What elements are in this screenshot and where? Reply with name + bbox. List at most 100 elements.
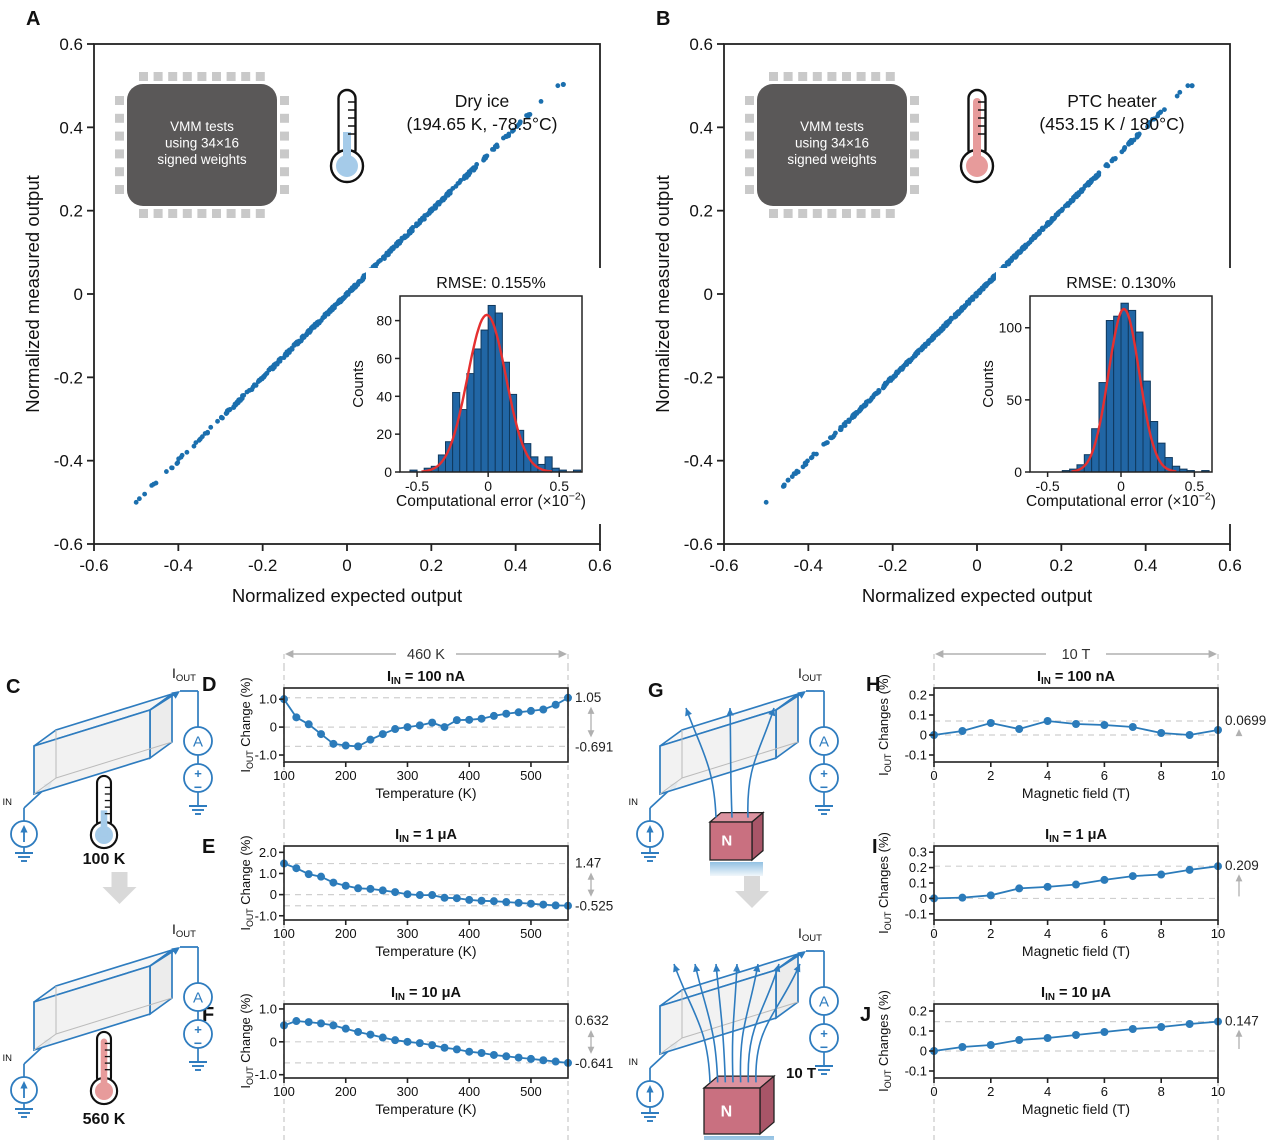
svg-text:using 34×16: using 34×16 [795, 136, 869, 151]
svg-text:-0.525: -0.525 [575, 899, 613, 914]
scatter-points [763, 83, 1195, 505]
svg-text:0.1: 0.1 [909, 1024, 927, 1039]
svg-text:Dry ice: Dry ice [455, 91, 509, 111]
svg-text:10: 10 [1211, 1084, 1225, 1099]
svg-text:200: 200 [335, 768, 357, 783]
svg-text:+: + [820, 1026, 828, 1041]
svg-text:0.5: 0.5 [550, 478, 570, 494]
svg-text:0: 0 [920, 891, 927, 906]
svg-text:Computational error (×10−2): Computational error (×10−2) [396, 490, 586, 510]
svg-text:Counts: Counts [350, 360, 367, 408]
thermometer-cold-icon [89, 774, 119, 850]
svg-text:-0.5: -0.5 [405, 478, 429, 494]
annotation: 0.632 -0.641 [575, 1013, 613, 1071]
svg-text:300: 300 [397, 926, 419, 941]
field-lines [685, 707, 776, 818]
svg-text:0: 0 [270, 720, 277, 735]
svg-text:0.209: 0.209 [1225, 858, 1259, 873]
svg-text:0: 0 [1117, 478, 1125, 494]
svg-text:-0.4: -0.4 [54, 452, 83, 471]
svg-text:2: 2 [987, 926, 994, 941]
svg-text:−: − [194, 1035, 202, 1051]
svg-text:IOUT Changes (%): IOUT Changes (%) [876, 832, 893, 934]
svg-text:10 T: 10 T [786, 1065, 816, 1082]
svg-text:0.2: 0.2 [59, 202, 83, 221]
svg-text:100: 100 [999, 320, 1023, 336]
svg-text:signed weights: signed weights [787, 152, 877, 167]
svg-text:-0.6: -0.6 [79, 556, 108, 575]
svg-text:0.147: 0.147 [1225, 1014, 1259, 1029]
magnetic-circuit-diagrams: IINIOUTA+−NIINIOUTA+−N10 T [628, 650, 876, 1140]
svg-text:4: 4 [1044, 768, 1051, 783]
master-slave-cell [33, 948, 173, 1052]
svg-text:8: 8 [1158, 926, 1165, 941]
svg-text:(453.15 K / 180°C): (453.15 K / 180°C) [1039, 114, 1184, 134]
svg-text:IIN = 100 nA: IIN = 100 nA [387, 669, 465, 687]
svg-text:0: 0 [930, 926, 937, 941]
svg-text:460 K: 460 K [407, 647, 445, 663]
scatter-panel-dry-ice: -0.6 -0.4 -0.2 0 0.2 0.4 0.6 -0.6 -0.4 -0.2 0 0.2 0.… [22, 4, 637, 634]
svg-text:IOUT Change (%): IOUT Change (%) [238, 677, 255, 772]
ground-icon [15, 847, 33, 862]
svg-text:IOUT Change (%): IOUT Change (%) [238, 993, 255, 1088]
svg-text:0: 0 [270, 887, 277, 902]
ground-icon [641, 1107, 659, 1122]
svg-text:IIN = 1 μA: IIN = 1 μA [395, 827, 457, 845]
svg-text:-0.4: -0.4 [794, 556, 823, 575]
thermometer-hot-icon [89, 1030, 119, 1106]
svg-text:2: 2 [987, 768, 994, 783]
master-slave-cell [659, 952, 799, 1056]
svg-text:0.2: 0.2 [909, 860, 927, 875]
svg-text:10: 10 [1211, 926, 1225, 941]
panel-letter-I: I [872, 836, 878, 858]
svg-text:−: − [194, 779, 202, 795]
field-lines [673, 963, 801, 1083]
svg-text:0: 0 [270, 1034, 277, 1049]
annotation: 1.05 -0.691 [575, 690, 613, 755]
svg-text:signed weights: signed weights [157, 152, 247, 167]
temperature-sweep-charts: 460 K 100 200 300 400 500 -1.0 0 1.0 IIN = 100 nA… [238, 640, 630, 1140]
line-chart-F: 100 200 300 400 500 -1.0 0 1.0 IIN = 10 μA Temper… [238, 982, 613, 1140]
svg-text:0: 0 [972, 556, 981, 575]
svg-text:0: 0 [920, 728, 927, 743]
svg-text:-0.2: -0.2 [684, 368, 713, 387]
svg-text:Computational error (×10−2): Computational error (×10−2) [1026, 490, 1216, 510]
svg-text:0.5: 0.5 [1185, 478, 1205, 494]
svg-text:A: A [819, 734, 829, 751]
svg-text:1.0: 1.0 [259, 692, 277, 707]
panel-letter-A: A [26, 8, 41, 30]
svg-text:0: 0 [920, 1044, 927, 1059]
ground-icon [815, 800, 833, 815]
magnetic-circuit-bottom: IIN IOUT A +− N 10 T [628, 925, 839, 1140]
svg-text:IIN = 10 μA: IIN = 10 μA [1041, 985, 1111, 1003]
svg-text:IOUT: IOUT [172, 665, 196, 684]
svg-text:(194.65 K, -78.5°C): (194.65 K, -78.5°C) [407, 114, 558, 134]
svg-text:-0.6: -0.6 [709, 556, 738, 575]
svg-text:8: 8 [1158, 768, 1165, 783]
svg-text:+: + [820, 766, 828, 781]
ground-icon [189, 1056, 207, 1071]
svg-text:400: 400 [458, 1084, 480, 1099]
svg-text:-0.1: -0.1 [905, 1064, 927, 1079]
magnet-icon: N [702, 1074, 776, 1140]
svg-text:Normalized measured output: Normalized measured output [652, 175, 673, 413]
annotation: 0.147 [1225, 1014, 1259, 1049]
panel-letter-C: C [6, 676, 21, 698]
svg-text:0.4: 0.4 [59, 118, 83, 137]
svg-text:0.4: 0.4 [504, 556, 528, 575]
magnet-icon: N [708, 811, 765, 876]
svg-text:50: 50 [1006, 392, 1022, 408]
svg-text:1.05: 1.05 [575, 690, 601, 705]
svg-text:4: 4 [1044, 1084, 1051, 1099]
svg-text:-0.2: -0.2 [878, 556, 907, 575]
svg-text:0.0699: 0.0699 [1225, 713, 1266, 728]
svg-text:IOUT Changes (%): IOUT Changes (%) [876, 990, 893, 1092]
current-source-icon [10, 820, 38, 848]
svg-text:-0.6: -0.6 [684, 535, 713, 554]
svg-text:Magnetic field (T): Magnetic field (T) [1022, 943, 1130, 959]
master-slave-cell [659, 692, 799, 796]
svg-text:IIN: IIN [628, 789, 638, 808]
svg-text:-0.4: -0.4 [164, 556, 193, 575]
svg-text:100: 100 [273, 1084, 295, 1099]
svg-text:200: 200 [335, 1084, 357, 1099]
